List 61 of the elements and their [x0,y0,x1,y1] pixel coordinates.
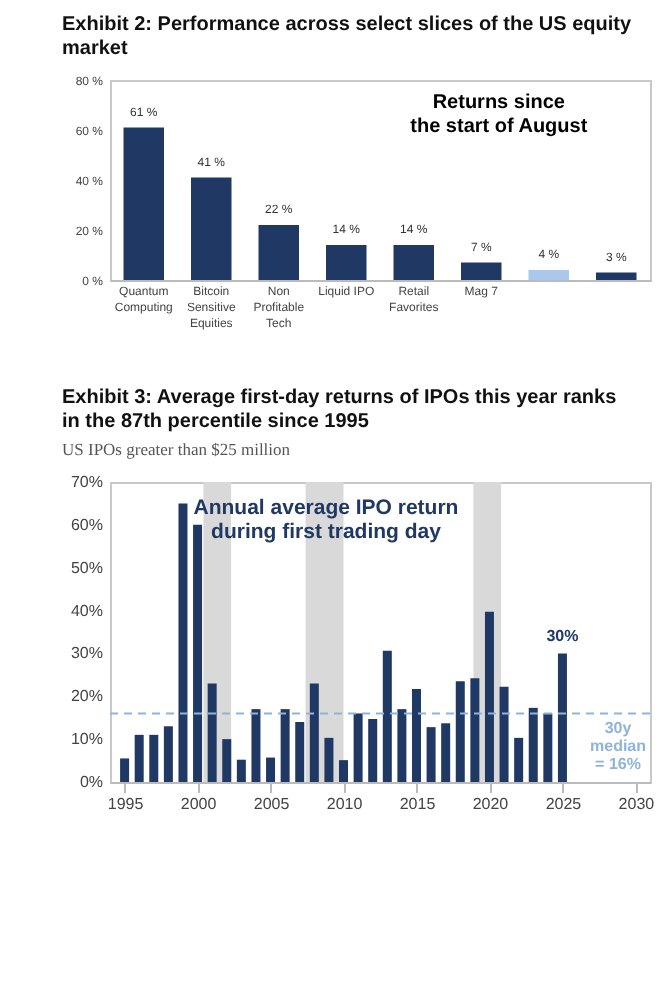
x-tick-label: 2030 [618,795,656,813]
bar [178,503,188,782]
y-tick-label: 30% [70,644,103,663]
bar [207,683,217,782]
bar [339,760,349,782]
y-tick-label: 40% [70,601,103,620]
bar [528,270,569,280]
x-tick-label: 2025 [545,795,583,813]
bar [543,713,553,782]
bar [123,127,164,280]
bar [251,709,261,782]
bar [426,727,436,782]
bar [163,726,173,782]
bar [258,225,299,280]
x-tick-label: 2020 [472,795,510,813]
x-tick-label: 2015 [399,795,437,813]
bar [596,272,637,280]
chart-subtitle: US IPOs greater than $25 million [62,439,292,459]
y-tick-label: 50% [70,558,103,577]
bar [280,709,290,782]
bar [191,177,232,280]
bar [120,758,130,782]
bar [266,757,276,782]
x-tick-label: 1995 [107,795,145,813]
chart-title: Exhibit 3: Average first-day returns of IPOs this year ranks in the 87th percentile since 1995 [62,387,618,433]
bar [393,245,434,280]
bar [557,653,567,782]
bar [470,678,480,782]
x-tick-label: 2005 [253,795,291,813]
bar [484,611,494,782]
y-tick-label: 10% [70,730,103,749]
y-tick-label: 20% [70,687,103,706]
x-tick-label: 2010 [326,795,364,813]
bar [382,650,392,782]
bar [324,737,334,782]
bar [309,683,319,782]
y-tick-label: 70% [70,473,103,491]
bar [222,739,232,782]
y-tick-label: 60% [70,515,103,534]
bar [134,734,144,782]
bar [528,707,538,782]
bar [461,262,502,280]
bar [326,245,367,280]
bar [499,686,509,782]
bar [368,719,378,782]
bar [236,759,246,782]
bar [295,722,305,782]
chart-title: Exhibit 2: Performance across select slices of the US equity market [62,14,632,60]
bar [514,737,524,782]
annotation: 30% [546,627,579,646]
ref-line-label: 30y median = 16% [589,719,647,774]
bar [353,713,363,782]
x-tick-label: 2000 [180,795,218,813]
bar [441,723,451,782]
bar [455,681,465,782]
bar [397,709,407,782]
annotation: Annual average IPO return during first trading day [193,496,459,544]
y-tick-label: 0% [79,773,103,791]
bar [149,734,159,782]
annotation: Returns since the start of August [410,92,589,138]
bar [411,689,421,782]
